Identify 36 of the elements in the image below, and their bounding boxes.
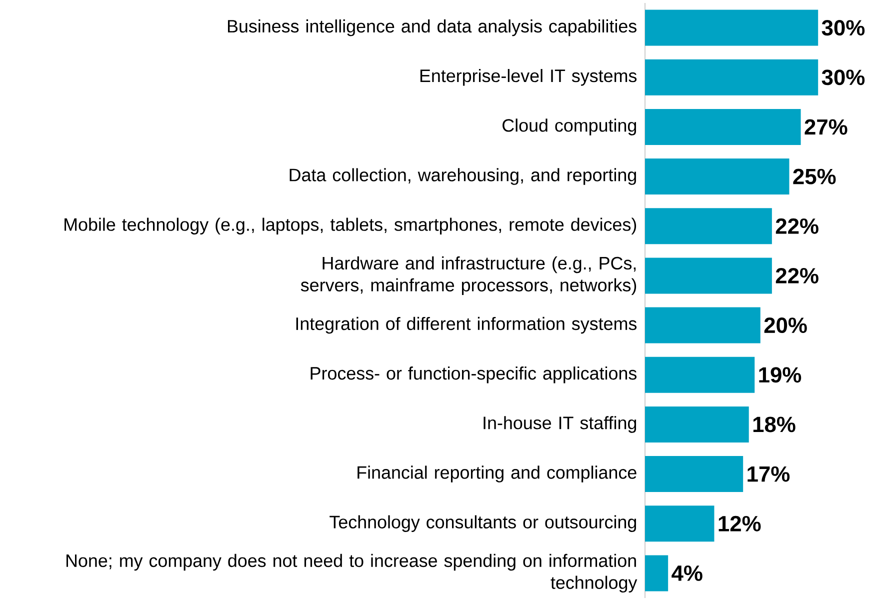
bar [645, 258, 772, 294]
bar [645, 307, 760, 344]
y-tick-label: Financial reporting and compliance [358, 466, 636, 482]
data-label: 22% [776, 268, 818, 284]
bar [645, 108, 801, 145]
data-label: 30% [822, 70, 865, 86]
y-tick-label: Process- or function-specific applications [310, 366, 637, 384]
data-label: 19% [759, 367, 802, 383]
bar [645, 158, 790, 195]
bar [645, 456, 744, 492]
bar [645, 10, 818, 46]
data-label: 27% [804, 119, 848, 135]
bar [645, 356, 755, 393]
data-label: 22% [776, 218, 818, 234]
y-tick-label: Cloud computing [502, 118, 636, 136]
data-label: 17% [748, 466, 790, 482]
bar [645, 506, 714, 542]
y-tick-label: Hardware and infrastructure (e.g., PCs, servers, mainframe processors, networks) [300, 256, 636, 296]
bar [645, 406, 749, 442]
bar [645, 208, 772, 244]
bar [645, 59, 818, 96]
data-label: 12% [718, 516, 761, 532]
y-tick-label: None; my company does not need to increase spending on information technology [66, 554, 638, 593]
bar [645, 555, 668, 592]
data-label: 18% [753, 416, 796, 432]
data-label: 4% [672, 566, 702, 581]
data-label: 30% [822, 20, 865, 36]
y-tick-label: Technology consultants or outsourcing [330, 515, 636, 532]
data-label: 25% [793, 168, 836, 184]
y-tick-label: In-house IT staffing [484, 416, 636, 433]
y-tick-label: Mobile technology (e.g., laptops, tablets, smartphones, remote devices) [64, 218, 636, 234]
data-label: 20% [764, 318, 807, 334]
y-tick-label: Data collection, warehousing, and reporting [290, 168, 636, 185]
y-tick-label: Business intelligence and data analysis capabilities [228, 19, 636, 36]
y-tick-label: Enterprise-level IT systems [420, 69, 637, 86]
y-tick-label: Integration of different information systems [296, 316, 637, 334]
